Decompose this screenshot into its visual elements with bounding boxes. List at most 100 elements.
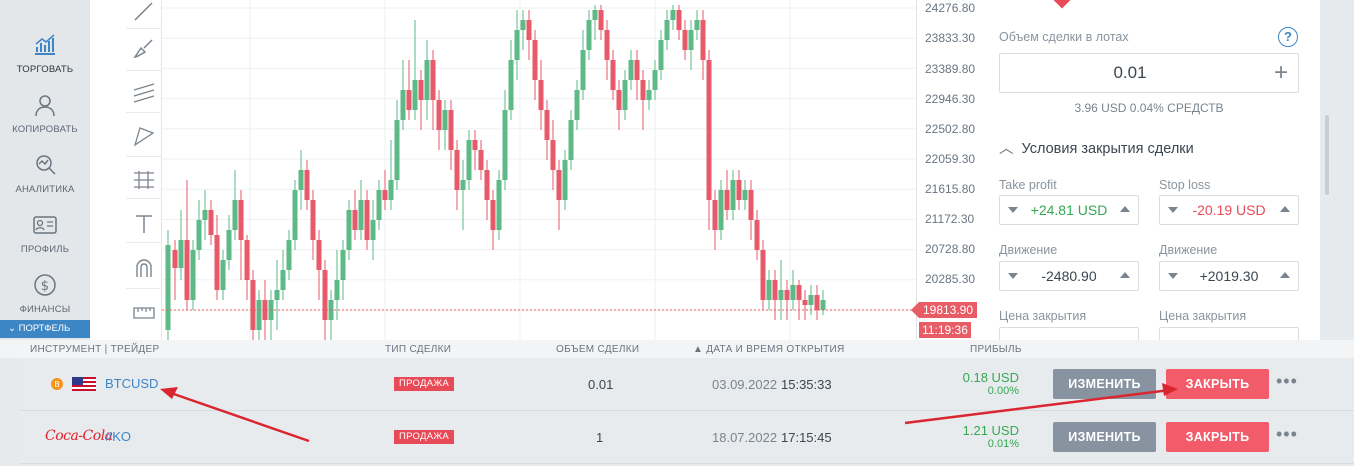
nav-label-portfolio: ПОРТФЕЛЬ (18, 323, 71, 334)
candle-body (226, 230, 232, 260)
decrement-icon[interactable] (1168, 273, 1178, 279)
table-row[interactable]: Coca-Cola #KO ПРОДАЖА 1 18.07.2022 17:15… (20, 411, 1354, 464)
instrument-symbol[interactable]: #KO (105, 429, 132, 444)
brush-icon[interactable] (132, 36, 156, 60)
stop-loss-stepper[interactable]: -20.19 USD (1159, 195, 1299, 225)
nav-item-trade[interactable]: ТОРГОВАТЬ (0, 32, 90, 75)
candle-body (418, 80, 424, 100)
lots-label: Объем сделки в лотах (999, 30, 1129, 44)
decrement-icon[interactable] (1008, 273, 1018, 279)
candle-body (784, 290, 790, 300)
more-icon[interactable]: ••• (1276, 371, 1298, 391)
plus-icon[interactable]: + (1273, 59, 1288, 86)
candle-body (430, 60, 436, 100)
nav-item-copy[interactable]: КОПИРОВАТЬ (0, 92, 90, 135)
increment-icon[interactable] (1120, 206, 1130, 212)
more-icon[interactable]: ••• (1276, 424, 1298, 444)
close-button[interactable]: ЗАКРЫТЬ (1166, 422, 1269, 452)
channel-icon[interactable] (132, 80, 156, 104)
price-tick: 21615.80 (925, 182, 976, 196)
ruler-icon[interactable] (132, 300, 156, 324)
tp-close-price-field[interactable] (999, 327, 1139, 341)
nav-item-analytics[interactable]: АНАЛИТИКА (0, 152, 90, 195)
candle-body (196, 220, 202, 250)
increment-icon[interactable] (1120, 272, 1130, 278)
candle-body (550, 140, 556, 170)
triangle-tool-icon[interactable] (132, 124, 156, 148)
header-profit[interactable]: ПРИБЫЛЬ (970, 344, 1022, 355)
candle-body (286, 240, 292, 270)
candle-body (274, 290, 280, 300)
sl-close-price-field[interactable] (1159, 327, 1299, 341)
candle-body (298, 170, 304, 190)
candle-body (814, 295, 820, 310)
panel-scrollbar[interactable] (1320, 0, 1354, 340)
coca-cola-logo: Coca-Cola (45, 428, 113, 444)
profit-amount: 0.18 USD (962, 370, 1019, 385)
trend-line-icon[interactable] (132, 0, 156, 24)
candle-body (220, 260, 226, 290)
sl-move-stepper[interactable]: +2019.30 (1159, 261, 1299, 291)
tp-close-price-label: Цена закрытия (999, 309, 1087, 323)
header-type[interactable]: ТИП СДЕЛКИ (385, 344, 452, 355)
lots-value: 0.01 (1113, 63, 1147, 82)
analytics-icon (36, 155, 56, 175)
header-instrument[interactable]: ИНСТРУМЕНТ | ТРЕЙДЕР (30, 344, 160, 355)
nav-item-profile[interactable]: ПРОФИЛЬ (0, 212, 90, 255)
candle-body (706, 60, 712, 200)
candle-body (760, 250, 766, 300)
lots-input[interactable]: 0.01 + (999, 53, 1299, 93)
close-conditions-toggle[interactable]: ︿ Условия закрытия сделки (999, 137, 1194, 158)
scrollbar-thumb[interactable] (1325, 115, 1329, 195)
edit-button[interactable]: ИЗМЕНИТЬ (1053, 369, 1156, 399)
header-date[interactable]: ▲ ДАТА И ВРЕМЯ ОТКРЫТИЯ (693, 344, 845, 355)
candle-body (730, 180, 736, 210)
close-button[interactable]: ЗАКРЫТЬ (1166, 369, 1269, 399)
nav-portfolio[interactable]: ⌄ ПОРТФЕЛЬ (0, 320, 90, 338)
increment-icon[interactable] (1280, 272, 1290, 278)
tp-move-value: -2480.90 (1041, 268, 1097, 284)
candle-body (256, 300, 262, 330)
price-chart[interactable]: 24276.80 23833.30 23389.80 22946.30 2250… (90, 0, 980, 340)
candle-body (682, 30, 688, 50)
candle-body (316, 240, 322, 270)
dollar-icon: $ (34, 274, 56, 296)
candle-body (508, 60, 514, 110)
candle-body (214, 235, 220, 290)
candle-body (778, 290, 784, 300)
decrement-icon[interactable] (1008, 207, 1018, 213)
candle-body (694, 20, 700, 30)
order-panel: Объем сделки в лотах ? 0.01 + 3.96 USD 0… (980, 0, 1320, 341)
text-tool-icon[interactable] (132, 212, 156, 236)
candle-body (766, 280, 772, 300)
fibonacci-icon[interactable] (132, 168, 156, 192)
candle-body (754, 220, 760, 250)
us-flag-icon (72, 377, 96, 391)
header-volume[interactable]: ОБЪЕМ СДЕЛКИ (556, 344, 640, 355)
price-tick: 23389.80 (925, 62, 976, 76)
increment-icon[interactable] (1280, 206, 1290, 212)
table-row[interactable]: B BTCUSD ПРОДАЖА 0.01 03.09.2022 15:35:3… (20, 358, 1354, 411)
price-tick: 22502.80 (925, 122, 976, 136)
candle-body (178, 240, 184, 268)
candle-body (604, 30, 610, 60)
candle-body (592, 10, 598, 20)
help-icon[interactable]: ? (1278, 27, 1298, 47)
take-profit-stepper[interactable]: +24.81 USD (999, 195, 1139, 225)
positions-table-header: ИНСТРУМЕНТ | ТРЕЙДЕР ТИП СДЕЛКИ ОБЪЕМ СД… (0, 340, 1354, 358)
profit-percent: 0.01% (987, 438, 1019, 450)
decrement-icon[interactable] (1168, 207, 1178, 213)
nav-label-copy: КОПИРОВАТЬ (12, 124, 78, 135)
candle-body (238, 200, 244, 240)
edit-button[interactable]: ИЗМЕНИТЬ (1053, 422, 1156, 452)
candle-body (688, 30, 694, 50)
candle-body (358, 200, 364, 230)
tp-move-stepper[interactable]: -2480.90 (999, 261, 1139, 291)
candlestick-chart[interactable] (90, 0, 916, 340)
instrument-symbol[interactable]: BTCUSD (105, 376, 159, 391)
magnet-icon[interactable] (132, 256, 156, 280)
candle-body (244, 240, 250, 280)
candle-body (670, 10, 676, 20)
nav-item-finance[interactable]: $ ФИНАНСЫ (0, 272, 90, 315)
candle-body (700, 20, 706, 60)
